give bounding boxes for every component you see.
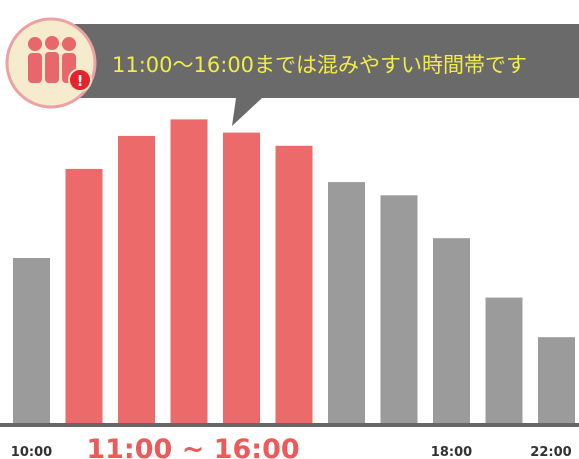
bar-1200	[118, 135, 155, 423]
svg-text:!: !	[77, 72, 84, 90]
tick-label-1800: 18:00	[431, 445, 472, 459]
bar-1300	[170, 119, 208, 424]
callout-bubble	[48, 24, 579, 126]
highlight-range-label: 11:00 ~ 16:00	[86, 434, 299, 459]
bar-1400	[223, 132, 260, 423]
crowd-alert-icon: !	[5, 17, 97, 109]
callout: 11:00〜16:00までは混みやすい時間帯です !	[5, 17, 579, 126]
callout-text: 11:00〜16:00までは混みやすい時間帯です	[112, 53, 527, 77]
bar-2000	[538, 337, 575, 423]
bar-1900	[485, 297, 523, 423]
bars-group	[13, 119, 575, 424]
bar-1800	[433, 238, 470, 423]
bar-1600	[328, 182, 365, 423]
bar-1000	[13, 258, 50, 423]
bar-1100	[65, 168, 103, 423]
bar-1700	[380, 195, 418, 423]
tick-label-2200: 22:00	[530, 445, 571, 459]
bar-1500	[275, 145, 313, 424]
tick-label-1000: 10:00	[11, 445, 52, 459]
x-axis-labels: 10:00 18:00 22:00 11:00 ~ 16:00	[11, 434, 572, 459]
